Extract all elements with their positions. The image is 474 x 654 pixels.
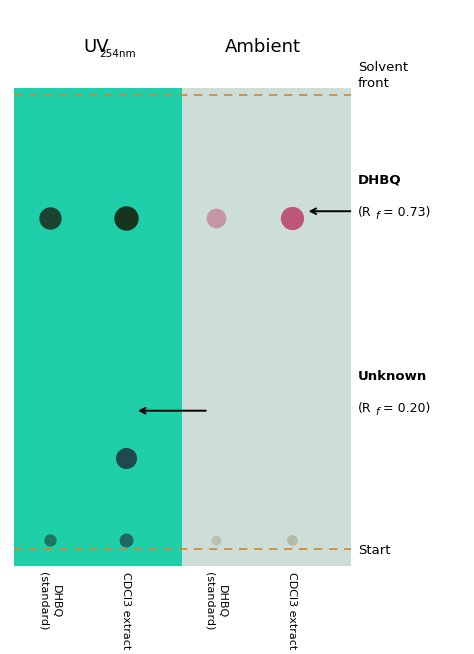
Point <box>46 213 54 223</box>
Text: Solvent
front: Solvent front <box>358 61 408 90</box>
Point <box>212 535 219 545</box>
Text: Ambient: Ambient <box>225 37 301 56</box>
Text: Unknown: Unknown <box>358 370 427 383</box>
Text: f: f <box>375 407 379 417</box>
Point <box>122 453 129 464</box>
Text: (R: (R <box>358 206 372 219</box>
Bar <box>182 88 351 566</box>
Point <box>288 213 295 223</box>
Point <box>212 213 219 223</box>
Point <box>122 535 129 545</box>
Text: = 0.73): = 0.73) <box>383 206 430 219</box>
Point <box>122 213 129 223</box>
Text: = 0.20): = 0.20) <box>383 402 430 415</box>
Text: 254nm: 254nm <box>100 49 136 59</box>
Text: CDCl3 extract: CDCl3 extract <box>286 572 297 649</box>
Text: f: f <box>375 211 379 220</box>
Text: DHBQ: DHBQ <box>358 173 401 186</box>
Text: CDCl3 extract: CDCl3 extract <box>120 572 131 649</box>
Text: UV: UV <box>83 37 109 56</box>
Point <box>288 535 295 545</box>
Text: DHBQ
(standard): DHBQ (standard) <box>205 572 227 630</box>
Text: DHBQ
(standard): DHBQ (standard) <box>39 572 61 630</box>
Text: Start: Start <box>358 544 391 557</box>
Bar <box>14 88 182 566</box>
Text: (R: (R <box>358 402 372 415</box>
Point <box>46 535 54 545</box>
